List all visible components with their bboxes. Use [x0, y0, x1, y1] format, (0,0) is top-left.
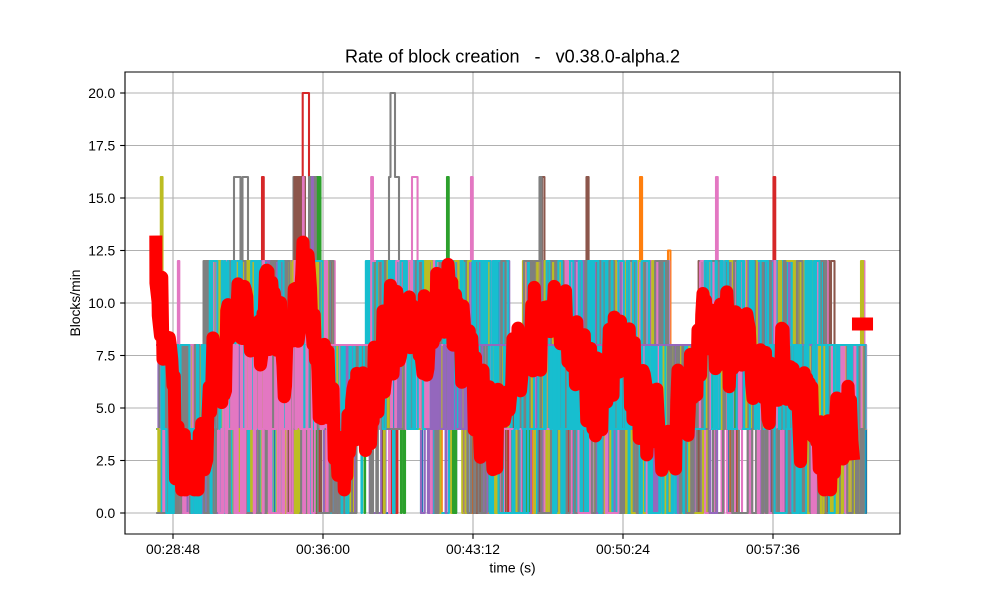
svg-text:7.5: 7.5 [96, 348, 116, 364]
svg-text:00:57:36: 00:57:36 [746, 541, 800, 557]
svg-text:17.5: 17.5 [88, 138, 115, 154]
svg-text:5.0: 5.0 [96, 400, 116, 416]
svg-text:12.5: 12.5 [88, 243, 115, 259]
svg-text:00:36:00: 00:36:00 [296, 541, 350, 557]
svg-text:15.0: 15.0 [88, 190, 115, 206]
svg-text:Blocks/min: Blocks/min [67, 269, 83, 336]
svg-text:20.0: 20.0 [88, 85, 115, 101]
svg-text:Rate of block creation - v: Rate of block creation - v0.38.0-alpha.2 [345, 46, 680, 66]
svg-text:2.5: 2.5 [96, 453, 116, 469]
svg-text:10.0: 10.0 [88, 295, 115, 311]
svg-text:time (s): time (s) [489, 559, 535, 575]
svg-text:0.0: 0.0 [96, 505, 116, 521]
svg-text:00:43:12: 00:43:12 [446, 541, 500, 557]
svg-text:00:50:24: 00:50:24 [596, 541, 650, 557]
svg-text:00:28:48: 00:28:48 [146, 541, 200, 557]
